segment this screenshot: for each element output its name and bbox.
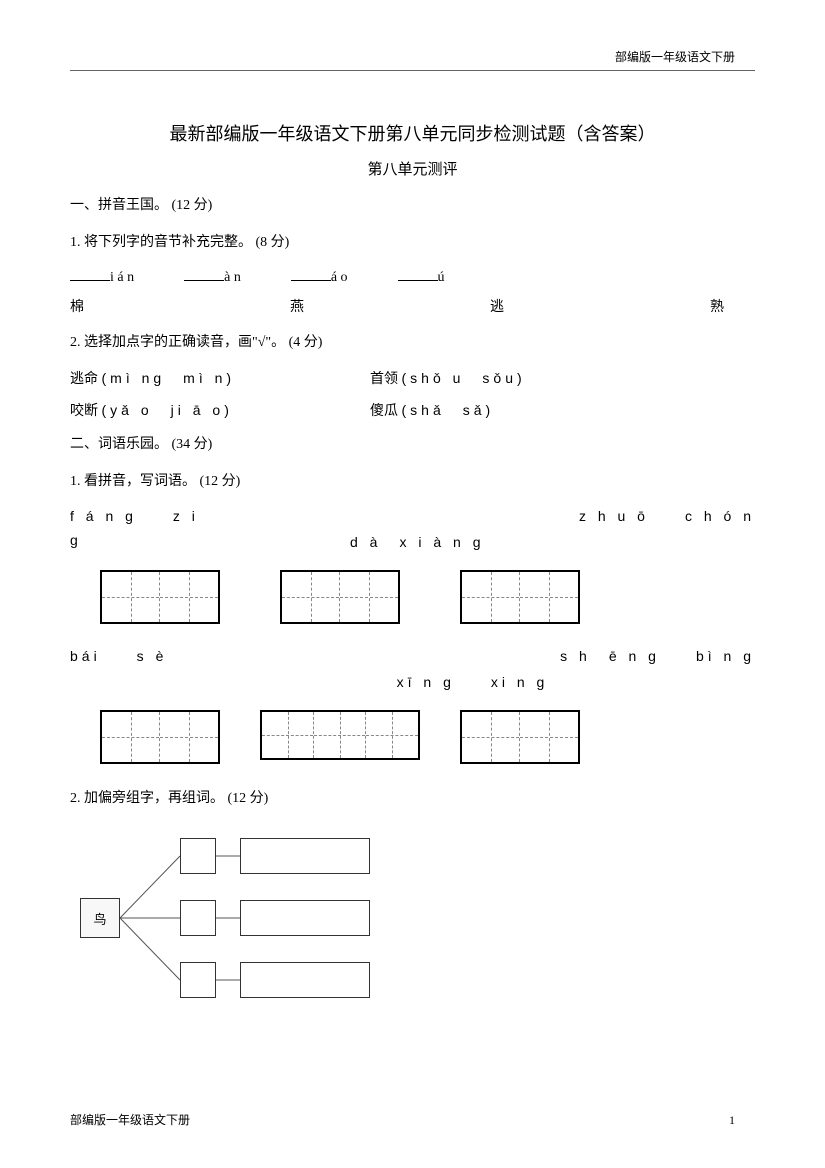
py-r1b-center: d à x i à n g xyxy=(350,532,485,552)
big-box xyxy=(240,900,370,936)
char-box xyxy=(460,570,580,624)
char-box xyxy=(100,570,220,624)
pinyin-row2b: xī n g xi n g xyxy=(70,672,755,692)
section1-heading: 一、拼音王国。 (12 分) xyxy=(70,193,755,218)
big-box xyxy=(240,838,370,874)
hanzi-row: 棉 燕 逃 熟 xyxy=(70,296,755,316)
py-r1-right: z h u ō c h ó n xyxy=(579,506,755,526)
q2-row2: 咬断 (yǎ o ji ā o) 傻瓜 (shǎ sǎ) xyxy=(70,400,755,420)
q2-w3: 咬断 xyxy=(70,404,98,419)
subtitle: 第八单元测评 xyxy=(70,158,755,179)
q2-c2: (shǒ u sǒu) xyxy=(402,370,526,386)
py-r2-left: bái s è xyxy=(70,646,167,666)
content: 最新部编版一年级语文下册第八单元同步检测试题（含答案） 第八单元测评 一、拼音王… xyxy=(70,120,755,1013)
pinyin-row: i á n à n á o ú xyxy=(70,267,755,286)
q2-w4: 傻瓜 xyxy=(370,404,398,419)
q2-c3: (yǎ o ji ā o) xyxy=(102,402,233,418)
q2-w2: 首领 xyxy=(370,372,398,387)
s2q1-text: 1. 看拼音，写词语。 (12 分) xyxy=(70,469,755,494)
pinyin-row1b: g d à x i à n g xyxy=(70,532,755,552)
small-box xyxy=(180,900,216,936)
footer-page-number: 1 xyxy=(729,1113,735,1128)
pinyin-4: ú xyxy=(438,270,445,285)
radical-diagram: 鸟 xyxy=(80,823,420,1013)
small-box xyxy=(180,838,216,874)
char-box xyxy=(100,710,220,764)
pinyin-row2: bái s è s h ē n g bì n g xyxy=(70,646,755,666)
py-r2b-center: xī n g xi n g xyxy=(397,674,549,690)
hanzi-2: 燕 xyxy=(290,296,490,316)
pinyin-1: i á n xyxy=(110,270,134,285)
page-title: 最新部编版一年级语文下册第八单元同步检测试题（含答案） xyxy=(70,120,755,146)
box-row-1 xyxy=(100,570,755,624)
s2q2-text: 2. 加偏旁组字，再组词。 (12 分) xyxy=(70,786,755,811)
q2-row1: 逃命 (mì ng mì n) 首领 (shǒ u sǒu) xyxy=(70,368,755,388)
hanzi-4: 熟 xyxy=(710,296,724,316)
char-box xyxy=(460,710,580,764)
py-r1b-left: g xyxy=(70,532,350,552)
hanzi-3: 逃 xyxy=(490,296,710,316)
py-r2-right: s h ē n g bì n g xyxy=(560,646,755,666)
hanzi-1: 棉 xyxy=(70,296,290,316)
q1-text: 1. 将下列字的音节补充完整。 (8 分) xyxy=(70,230,755,255)
char-box xyxy=(260,710,420,760)
footer-left: 部编版一年级语文下册 xyxy=(70,1111,190,1128)
q2-c4: (shǎ sǎ) xyxy=(402,402,495,418)
big-box xyxy=(240,962,370,998)
header-right: 部编版一年级语文下册 xyxy=(615,48,735,65)
py-r1-left: f á n g z i xyxy=(70,506,199,526)
pinyin-3: á o xyxy=(331,270,348,285)
box-row-2 xyxy=(100,710,755,764)
q2-w1: 逃命 xyxy=(70,372,98,387)
small-box xyxy=(180,962,216,998)
q2-c1: (mì ng mì n) xyxy=(102,370,236,386)
header-rule xyxy=(70,70,755,71)
char-box xyxy=(280,570,400,624)
pinyin-2: à n xyxy=(224,270,241,285)
q2-text: 2. 选择加点字的正确读音，画"√"。 (4 分) xyxy=(70,330,755,355)
section2-heading: 二、词语乐园。 (34 分) xyxy=(70,432,755,457)
pinyin-row1: f á n g z i z h u ō c h ó n xyxy=(70,506,755,526)
root-box: 鸟 xyxy=(80,898,120,938)
